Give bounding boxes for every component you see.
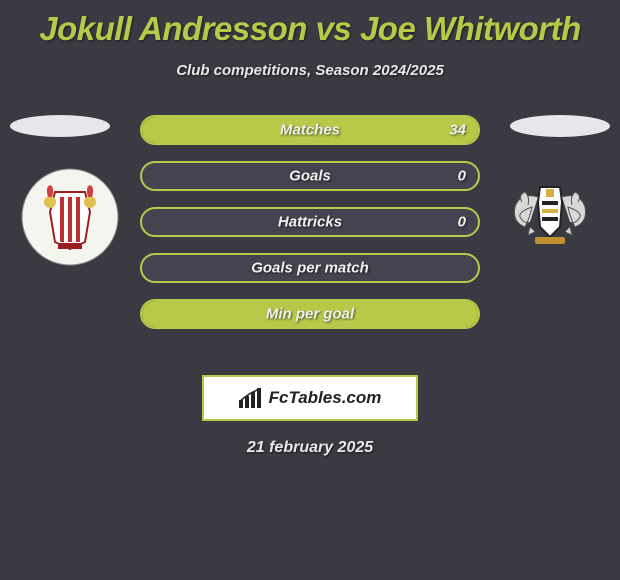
player-left-oval	[10, 115, 110, 137]
stat-label: Matches	[142, 122, 478, 139]
stat-label: Goals per match	[142, 260, 478, 277]
stat-label: Min per goal	[142, 306, 478, 323]
stat-value: 34	[449, 122, 466, 139]
stat-row-hattricks: Hattricks 0	[140, 207, 480, 237]
page-subtitle: Club competitions, Season 2024/2025	[0, 62, 620, 79]
stat-value: 0	[458, 168, 466, 185]
stat-row-matches: Matches 34	[140, 115, 480, 145]
stat-label: Goals	[142, 168, 478, 185]
brand-logo: FcTables.com	[239, 388, 382, 408]
stat-row-goals: Goals 0	[140, 161, 480, 191]
player-right-oval	[510, 115, 610, 137]
stat-row-goals-per-match: Goals per match	[140, 253, 480, 283]
stat-bars: Matches 34 Goals 0 Hattricks 0 Goals per…	[140, 115, 480, 345]
club-crest-left	[20, 167, 120, 267]
stat-label: Hattricks	[142, 214, 478, 231]
club-crest-right	[500, 167, 600, 267]
bars-icon	[239, 388, 265, 408]
comparison-area: Matches 34 Goals 0 Hattricks 0 Goals per…	[0, 115, 620, 365]
stat-row-min-per-goal: Min per goal	[140, 299, 480, 329]
brand-logo-box: FcTables.com	[202, 375, 418, 421]
date-text: 21 february 2025	[0, 439, 620, 457]
brand-text: FcTables.com	[269, 388, 382, 408]
stat-value: 0	[458, 214, 466, 231]
page-title: Jokull Andresson vs Joe Whitworth	[0, 0, 620, 48]
